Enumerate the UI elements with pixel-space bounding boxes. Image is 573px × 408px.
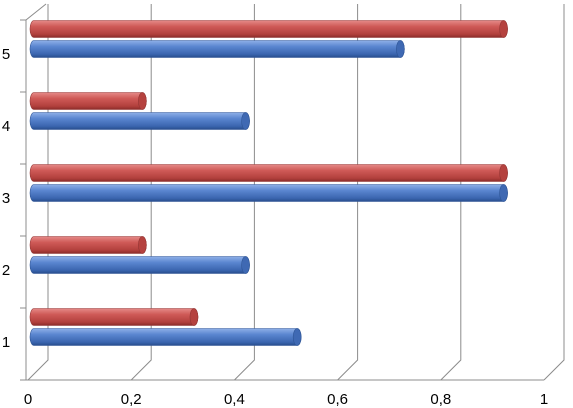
bar-series-1-cat-4 — [29, 112, 250, 130]
x-tick-label: 1 — [540, 391, 548, 408]
gridline — [543, 4, 565, 381]
y-tick-label: 4 — [2, 118, 10, 135]
bar-series-1-cat-3 — [29, 184, 508, 202]
x-tick-label: 0,2 — [121, 391, 142, 408]
gridline — [234, 4, 255, 381]
x-axis-tick-labels: 0 0,2 0,4 0,6 0,8 1 — [24, 391, 548, 408]
bar-series-2-cat-2 — [29, 236, 147, 254]
gridline — [337, 4, 359, 381]
bar-series-1-cat-5 — [29, 40, 405, 58]
x-tick-label: 0,8 — [430, 391, 451, 408]
y-tick-label: 1 — [2, 334, 10, 351]
bar-series-2-cat-4 — [29, 92, 147, 110]
bar-series-2-cat-5 — [29, 20, 508, 38]
bar-series-1-cat-1 — [29, 328, 302, 346]
y-tick-label: 2 — [2, 262, 10, 279]
bar-series-2-cat-3 — [29, 164, 508, 182]
bar-series-1-cat-2 — [29, 256, 250, 274]
gridlines — [20, 3, 565, 381]
y-tick-label: 5 — [2, 46, 10, 63]
bar-series-2-cat-1 — [29, 308, 199, 326]
x-tick-label: 0,4 — [224, 391, 245, 408]
x-tick-label: 0 — [24, 391, 32, 408]
x-tick-label: 0,6 — [327, 391, 348, 408]
y-axis-tick-labels: 1 2 3 4 5 — [2, 46, 10, 351]
bars — [29, 20, 508, 346]
gridline — [440, 4, 462, 381]
y-tick-label: 3 — [2, 190, 10, 207]
